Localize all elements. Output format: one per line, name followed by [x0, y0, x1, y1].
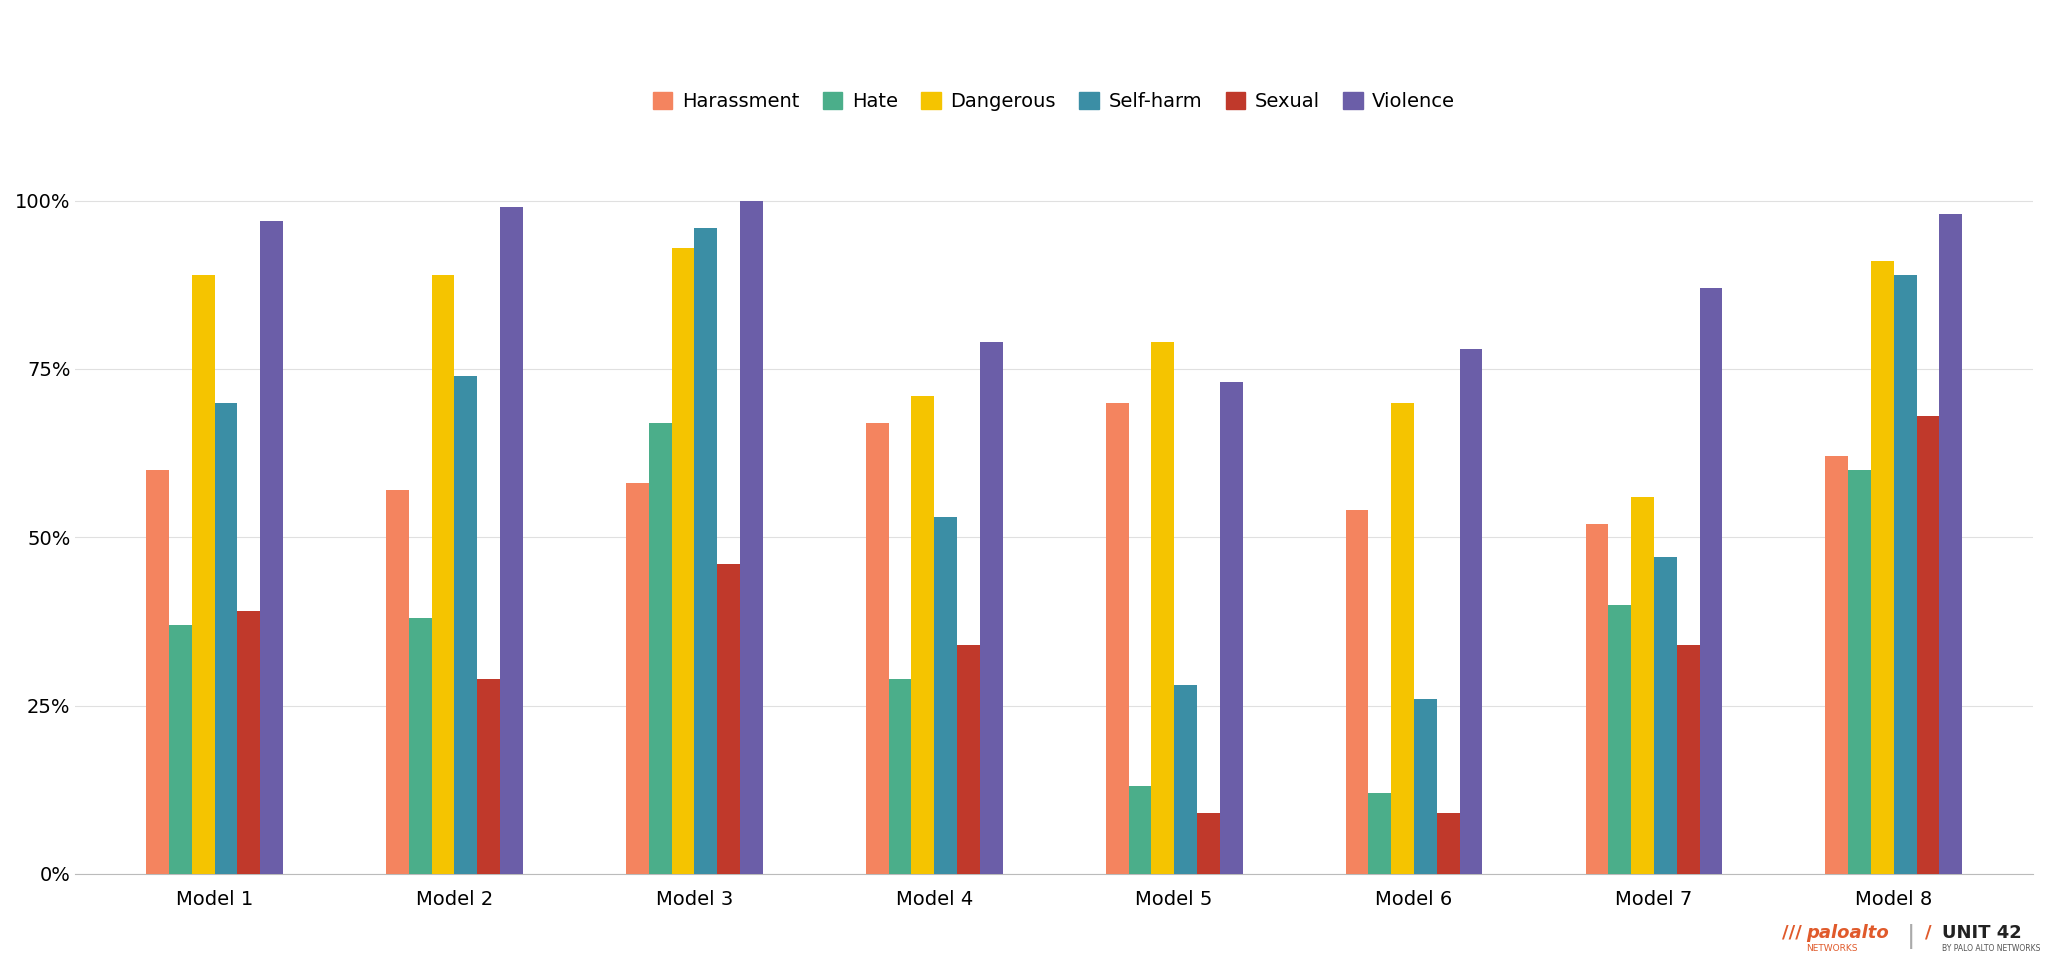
Bar — [934, 517, 956, 873]
Bar — [1346, 510, 1368, 873]
Bar — [145, 470, 168, 873]
Bar — [1174, 686, 1196, 873]
Bar — [1894, 274, 1917, 873]
Bar — [1413, 699, 1438, 873]
Bar — [385, 490, 410, 873]
Bar — [627, 483, 649, 873]
Bar — [1630, 497, 1655, 873]
Bar — [1196, 813, 1221, 873]
Bar — [979, 342, 1004, 873]
Text: |: | — [1907, 924, 1915, 949]
Bar — [477, 679, 500, 873]
Bar — [260, 221, 283, 873]
Bar — [1391, 403, 1413, 873]
Bar — [739, 200, 762, 873]
Bar — [1460, 349, 1483, 873]
Text: /: / — [1925, 924, 1931, 942]
Text: BY PALO ALTO NETWORKS: BY PALO ALTO NETWORKS — [1942, 945, 2040, 953]
Bar — [1939, 214, 1962, 873]
Bar — [866, 423, 889, 873]
Bar — [1872, 261, 1894, 873]
Bar — [717, 564, 739, 873]
Bar — [1700, 288, 1722, 873]
Bar — [956, 645, 979, 873]
Bar — [1677, 645, 1700, 873]
Bar — [1221, 382, 1243, 873]
Bar — [238, 612, 260, 873]
Bar — [1106, 403, 1128, 873]
Bar — [889, 679, 911, 873]
Bar — [193, 274, 215, 873]
Bar — [1917, 416, 1939, 873]
Legend: Harassment, Hate, Dangerous, Self-harm, Sexual, Violence: Harassment, Hate, Dangerous, Self-harm, … — [645, 84, 1462, 118]
Bar — [1128, 787, 1151, 873]
Text: NETWORKS: NETWORKS — [1806, 945, 1858, 953]
Bar — [1825, 456, 1847, 873]
Bar — [1151, 342, 1174, 873]
Bar — [694, 227, 717, 873]
Bar — [500, 207, 522, 873]
Text: paloalto: paloalto — [1806, 924, 1888, 942]
Bar — [1655, 558, 1677, 873]
Bar — [1608, 605, 1630, 873]
Bar — [672, 247, 694, 873]
Bar — [455, 376, 477, 873]
Bar — [168, 625, 193, 873]
Bar — [1368, 794, 1391, 873]
Bar — [432, 274, 455, 873]
Bar — [911, 396, 934, 873]
Bar — [1847, 470, 1872, 873]
Bar — [649, 423, 672, 873]
Text: UNIT 42: UNIT 42 — [1942, 924, 2021, 942]
Bar — [1438, 813, 1460, 873]
Bar — [410, 618, 432, 873]
Bar — [1585, 524, 1608, 873]
Bar — [215, 403, 238, 873]
Text: ///: /// — [1782, 924, 1802, 942]
